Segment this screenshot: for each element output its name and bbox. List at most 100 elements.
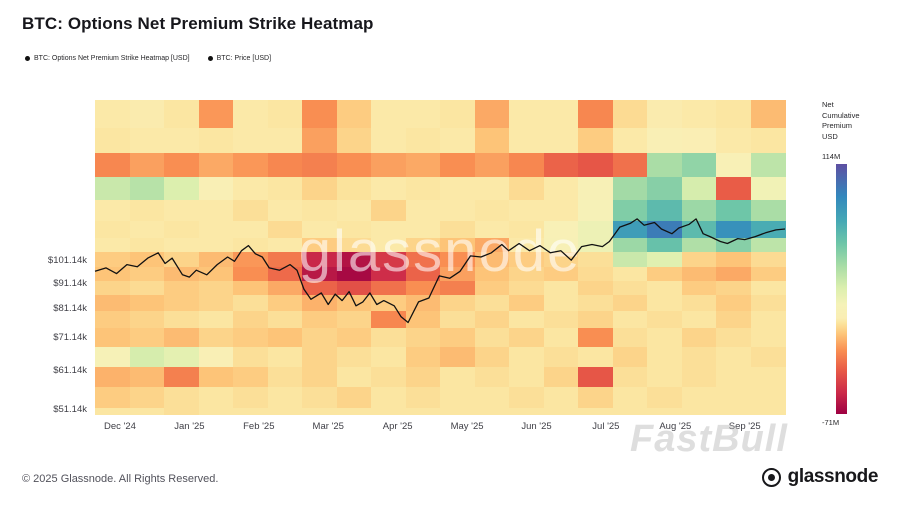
heatmap-cell bbox=[233, 127, 268, 154]
heatmap-cell bbox=[509, 266, 544, 282]
x-axis-tick: Jan '25 bbox=[174, 421, 205, 432]
heatmap-cell bbox=[164, 266, 199, 282]
heatmap-cell bbox=[302, 280, 337, 296]
colorbar-title-line: Premium bbox=[822, 121, 853, 130]
heatmap-cell bbox=[509, 407, 544, 416]
heatmap-plot[interactable]: glassnode bbox=[95, 100, 786, 416]
heatmap-cell bbox=[681, 251, 717, 268]
heatmap-cell bbox=[716, 127, 751, 154]
heatmap-cell bbox=[267, 100, 303, 129]
heatmap-cell bbox=[647, 152, 682, 178]
heatmap-cell bbox=[509, 387, 544, 409]
heatmap-cell bbox=[129, 220, 165, 239]
heatmap-cell bbox=[681, 280, 717, 296]
heatmap-cell bbox=[681, 407, 717, 416]
heatmap-cell bbox=[509, 127, 544, 154]
heatmap-cell bbox=[267, 387, 303, 409]
y-axis-tick: $81.14k bbox=[53, 303, 87, 315]
heatmap-cell bbox=[647, 407, 682, 416]
heatmap-cell bbox=[509, 295, 544, 312]
heatmap-cell bbox=[474, 387, 510, 409]
heatmap-cell bbox=[612, 266, 648, 282]
heatmap-cell bbox=[440, 387, 475, 409]
heatmap-cell bbox=[267, 367, 303, 388]
heatmap-cell bbox=[612, 295, 648, 312]
legend-item[interactable]: BTC: Options Net Premium Strike Heatmap … bbox=[25, 55, 190, 62]
heatmap-cell bbox=[681, 152, 717, 178]
heatmap-cell bbox=[302, 367, 337, 388]
heatmap-cell bbox=[405, 311, 441, 329]
heatmap-cell bbox=[336, 407, 372, 416]
heatmap-cell bbox=[543, 387, 579, 409]
heatmap-cell bbox=[164, 311, 199, 329]
heatmap-cell bbox=[371, 251, 406, 268]
heatmap-cell bbox=[302, 152, 337, 178]
heatmap-cell bbox=[543, 152, 579, 178]
heatmap-cell bbox=[198, 220, 234, 239]
heatmap-cell bbox=[336, 367, 372, 388]
colorbar-title: Net Cumulative Premium USD bbox=[822, 100, 860, 142]
heatmap-cell bbox=[95, 387, 130, 409]
heatmap-cell bbox=[198, 295, 234, 312]
heatmap-cell bbox=[440, 346, 475, 368]
heatmap-cell bbox=[267, 346, 303, 368]
heatmap-cell bbox=[578, 387, 613, 409]
heatmap-cell bbox=[440, 295, 475, 312]
heatmap-cell bbox=[647, 100, 682, 129]
heatmap-cell bbox=[302, 311, 337, 329]
heatmap-cell bbox=[716, 237, 751, 253]
heatmap-cell bbox=[198, 199, 234, 222]
heatmap-cell bbox=[336, 251, 372, 268]
heatmap-cell bbox=[543, 295, 579, 312]
heatmap-cell bbox=[578, 280, 613, 296]
heatmap-cell bbox=[129, 176, 165, 201]
heatmap-cell bbox=[371, 311, 406, 329]
heatmap-cell bbox=[336, 387, 372, 409]
heatmap-cell bbox=[302, 127, 337, 154]
heatmap-cell bbox=[164, 251, 199, 268]
heatmap-cell bbox=[750, 407, 786, 416]
heatmap-cell bbox=[474, 100, 510, 129]
heatmap-cell bbox=[129, 266, 165, 282]
page-title: BTC: Options Net Premium Strike Heatmap bbox=[22, 14, 374, 33]
colorbar-min-label: -71M bbox=[822, 418, 840, 427]
heatmap-cell bbox=[509, 152, 544, 178]
heatmap-cell bbox=[647, 346, 682, 368]
heatmap-cell bbox=[578, 152, 613, 178]
heatmap-cell bbox=[543, 346, 579, 368]
heatmap-cell bbox=[681, 266, 717, 282]
heatmap-cell bbox=[302, 176, 337, 201]
heatmap-cell bbox=[95, 295, 130, 312]
heatmap-cell bbox=[716, 387, 751, 409]
heatmap-cell bbox=[198, 127, 234, 154]
legend-item[interactable]: BTC: Price [USD] bbox=[207, 55, 271, 62]
heatmap-cell bbox=[95, 220, 130, 239]
heatmap-cell bbox=[647, 387, 682, 409]
heatmap-cell bbox=[95, 100, 130, 129]
heatmap-cell bbox=[612, 280, 648, 296]
heatmap-cell bbox=[302, 251, 337, 268]
heatmap-cell bbox=[95, 176, 130, 201]
x-axis-tick: Sep '25 bbox=[728, 421, 761, 432]
heatmap-cell bbox=[198, 100, 234, 129]
heatmap-cell bbox=[612, 387, 648, 409]
heatmap-cell bbox=[129, 346, 165, 368]
x-axis-tick: Mar '25 bbox=[312, 421, 344, 432]
heatmap-cell bbox=[233, 280, 268, 296]
heatmap-cell bbox=[681, 311, 717, 329]
y-axis-tick: $51.14k bbox=[53, 404, 87, 416]
heatmap-cell bbox=[371, 237, 406, 253]
heatmap-cell bbox=[716, 328, 751, 348]
heatmap-cell bbox=[681, 220, 717, 239]
heatmap-cell bbox=[233, 237, 268, 253]
heatmap-cell bbox=[164, 100, 199, 129]
heatmap-cell bbox=[578, 295, 613, 312]
heatmap-cell bbox=[750, 266, 786, 282]
heatmap-cell bbox=[164, 237, 199, 253]
heatmap-cell bbox=[233, 199, 268, 222]
heatmap-cell bbox=[164, 328, 199, 348]
heatmap-cell bbox=[750, 346, 786, 368]
heatmap-cell bbox=[474, 127, 510, 154]
x-axis-tick: Apr '25 bbox=[382, 421, 413, 432]
heatmap-cell bbox=[267, 328, 303, 348]
